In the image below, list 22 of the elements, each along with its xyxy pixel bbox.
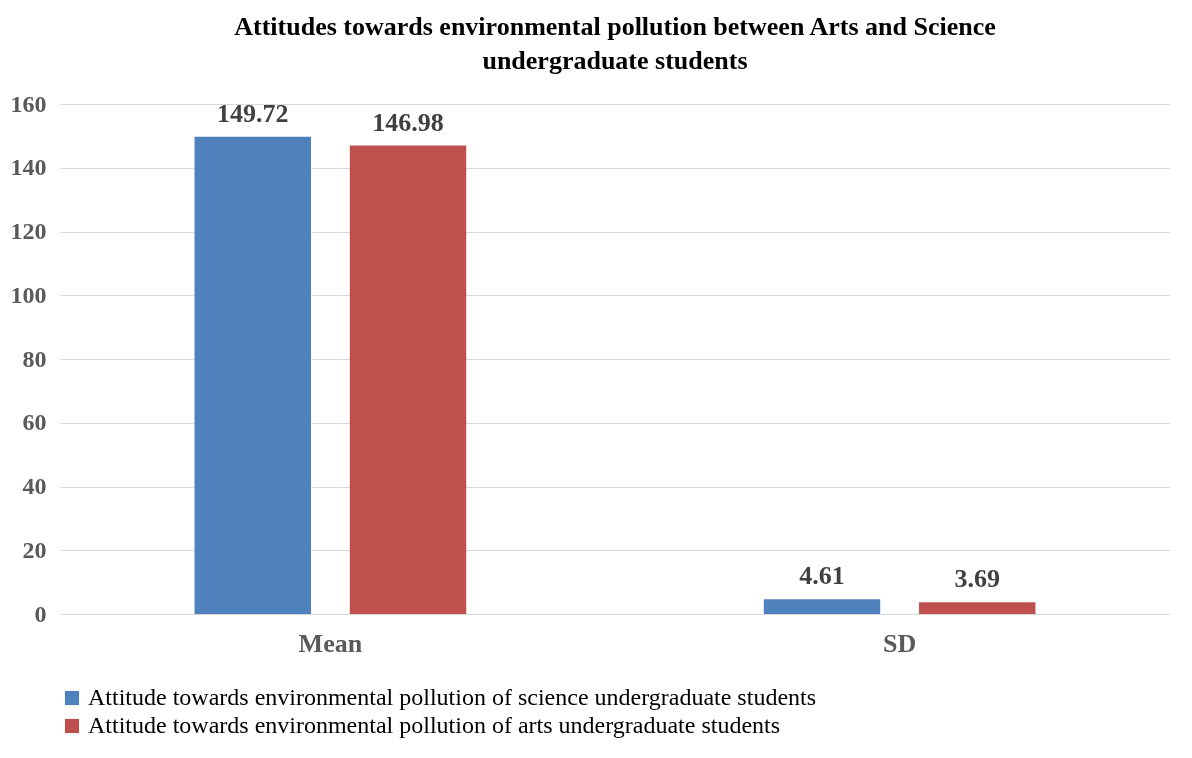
legend-label: Attitude towards environmental pollution of science undergraduate students [88, 684, 817, 710]
bar [763, 599, 881, 614]
y-tick-label: 60 [22, 409, 47, 436]
y-tick-label: 120 [10, 218, 47, 244]
bar [919, 602, 1036, 614]
data-label: 4.61 [799, 561, 845, 591]
y-tick-label: 140 [10, 154, 47, 181]
y-tick-label: 80 [22, 345, 47, 372]
y-tick-label: 160 [10, 90, 47, 117]
y-tick-label: 100 [10, 281, 47, 308]
x-tick-label: SD [882, 628, 917, 658]
data-label: 149.72 [217, 98, 289, 128]
x-tick-label: Mean [298, 628, 363, 658]
y-tick-label: 0 [34, 600, 47, 627]
bar [194, 136, 311, 614]
bar [349, 145, 467, 614]
data-label: 146.98 [372, 107, 444, 137]
y-tick-label: 20 [22, 536, 47, 563]
y-tick-label: 40 [22, 473, 47, 499]
legend-label: Attitude towards environmental pollution of arts undergraduate students [88, 712, 781, 738]
data-label: 3.69 [954, 564, 1000, 594]
chart-title: Attitudes towards environmental pollution between Arts and Science undergraduate students [234, 12, 996, 75]
